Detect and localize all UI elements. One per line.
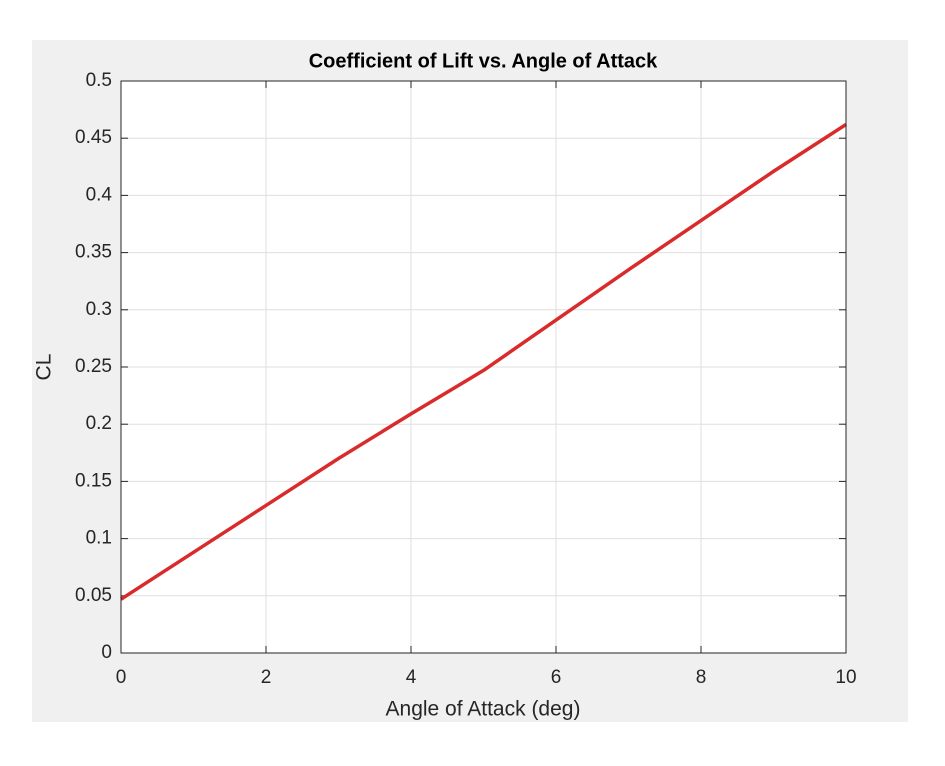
y-tick-label: 0.3 bbox=[86, 299, 112, 320]
y-tick-label: 0.45 bbox=[75, 127, 112, 148]
axes-box bbox=[120, 80, 847, 654]
x-tick-label: 4 bbox=[406, 667, 417, 688]
y-tick-label: 0.5 bbox=[86, 70, 112, 91]
data-line bbox=[120, 123, 847, 601]
y-tick-label: 0.4 bbox=[86, 184, 113, 205]
y-tick-label: 0.25 bbox=[75, 356, 112, 377]
y-tick-label: 0 bbox=[101, 642, 112, 663]
y-tick-label: 0.35 bbox=[75, 242, 112, 263]
y-tick-label: 0.1 bbox=[86, 528, 112, 549]
x-tick-label: 10 bbox=[835, 667, 856, 688]
chart-title: Coefficient of Lift vs. Angle of Attack bbox=[309, 50, 658, 72]
x-tick-label: 6 bbox=[551, 667, 562, 688]
x-tick-label: 2 bbox=[261, 667, 272, 688]
x-axis-label: Angle of Attack (deg) bbox=[386, 698, 581, 721]
y-axis-label: CL bbox=[33, 354, 56, 381]
y-tick-label: 0.2 bbox=[86, 413, 112, 434]
y-tick-label: 0.05 bbox=[75, 585, 112, 606]
y-tick-label: 0.15 bbox=[75, 470, 112, 491]
x-tick-label: 8 bbox=[696, 667, 707, 688]
x-tick-label: 0 bbox=[116, 667, 127, 688]
